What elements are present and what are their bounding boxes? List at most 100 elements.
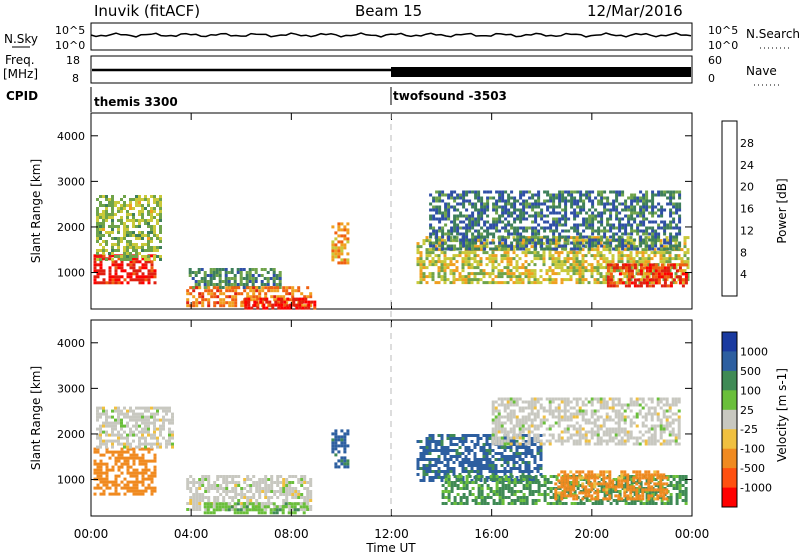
data-cell [450, 227, 453, 230]
data-cell [417, 260, 420, 263]
data-cell [510, 233, 513, 236]
data-cell [282, 289, 285, 292]
data-cell [343, 444, 346, 447]
data-cell [493, 490, 496, 493]
data-cell [138, 431, 141, 434]
data-cell [676, 499, 679, 502]
data-cell [486, 215, 489, 218]
data-cell [234, 505, 237, 508]
data-cell [601, 502, 604, 505]
data-cell [555, 281, 558, 284]
data-cell [219, 274, 222, 277]
data-cell [480, 467, 483, 470]
data-cell [297, 289, 300, 292]
data-cell [682, 272, 685, 275]
data-cell [519, 248, 522, 251]
data-cell [612, 254, 615, 257]
data-cell [678, 191, 681, 194]
data-cell [459, 452, 462, 455]
data-cell [474, 224, 477, 227]
data-cell [450, 221, 453, 224]
data-cell [447, 278, 450, 281]
data-cell [343, 258, 346, 261]
data-cell [420, 266, 423, 269]
data-cell [441, 452, 444, 455]
data-cell [240, 487, 243, 490]
data-cell [141, 231, 144, 234]
data-cell [468, 248, 471, 251]
data-cell [657, 194, 660, 197]
data-cell [609, 212, 612, 215]
data-cell [633, 221, 636, 224]
data-cell [138, 201, 141, 204]
data-cell [441, 218, 444, 221]
data-cell [102, 425, 105, 428]
data-cell [331, 432, 334, 435]
data-cell [130, 457, 133, 460]
nsearch-label: N.Search [746, 27, 800, 41]
data-cell [120, 422, 123, 425]
data-cell [450, 437, 453, 440]
data-cell [618, 191, 621, 194]
data-cell [543, 248, 546, 251]
data-cell [450, 440, 453, 443]
data-cell [492, 437, 495, 440]
data-cell [649, 278, 652, 281]
data-cell [564, 230, 567, 233]
data-cell [528, 203, 531, 206]
data-cell [109, 451, 112, 454]
data-cell [256, 307, 259, 310]
data-cell [576, 278, 579, 281]
data-cell [591, 227, 594, 230]
data-cell [343, 261, 346, 264]
data-cell [337, 240, 340, 243]
data-cell [528, 242, 531, 245]
data-cell [645, 218, 648, 221]
data-cell [561, 245, 564, 248]
data-cell [115, 475, 118, 478]
data-cell [516, 260, 519, 263]
data-cell [120, 258, 123, 261]
data-cell [552, 263, 555, 266]
data-cell [420, 260, 423, 263]
data-cell [672, 221, 675, 224]
data-cell [432, 434, 435, 437]
data-cell [243, 268, 246, 271]
data-cell [633, 212, 636, 215]
data-cell [537, 224, 540, 227]
data-cell [453, 278, 456, 281]
data-cell [207, 274, 210, 277]
data-cell [582, 200, 585, 203]
data-cell [507, 461, 510, 464]
data-cell [147, 210, 150, 213]
data-cell [657, 236, 660, 239]
data-cell [624, 275, 627, 278]
data-cell [480, 461, 483, 464]
data-cell [444, 233, 447, 236]
data-cell [117, 231, 120, 234]
data-cell [420, 440, 423, 443]
data-cell [516, 467, 519, 470]
data-cell [286, 307, 289, 310]
data-cell [159, 228, 162, 231]
data-cell [538, 481, 541, 484]
data-cell [531, 239, 534, 242]
data-cell [579, 260, 582, 263]
beam-title: Beam 15 [355, 2, 422, 20]
data-cell [579, 206, 582, 209]
data-cell [561, 248, 564, 251]
data-cell [495, 218, 498, 221]
data-cell [118, 263, 121, 266]
data-cell [115, 269, 118, 272]
data-cell [618, 260, 621, 263]
data-cell [625, 266, 628, 269]
data-cell [510, 431, 513, 434]
data-cell [162, 410, 165, 413]
data-cell [609, 203, 612, 206]
data-cell [546, 242, 549, 245]
data-cell [478, 502, 481, 505]
data-cell [438, 473, 441, 476]
data-cell [597, 191, 600, 194]
data-cell [444, 458, 447, 461]
data-cell [135, 249, 138, 252]
